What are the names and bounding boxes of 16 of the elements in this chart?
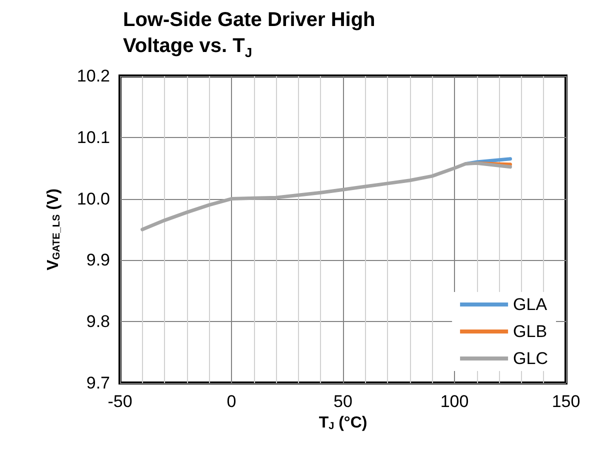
y-tick-label: 10.1 bbox=[76, 128, 110, 147]
y-tick-label: 9.8 bbox=[86, 312, 110, 332]
x-tick-label: -50 bbox=[108, 392, 132, 411]
y-axis-title: VGATE_LS (V) bbox=[44, 188, 62, 270]
legend-label: GLA bbox=[513, 295, 548, 314]
y-tick-label: 9.9 bbox=[86, 250, 110, 270]
legend-label: GLC bbox=[513, 349, 548, 368]
x-tick-label: 50 bbox=[334, 392, 352, 411]
y-tick-label: 10.0 bbox=[76, 189, 110, 208]
x-tick-label: 100 bbox=[440, 392, 469, 411]
line-series bbox=[140, 161, 512, 232]
y-tick-label: 10.2 bbox=[76, 66, 110, 86]
legend-label: GLB bbox=[513, 322, 548, 341]
x-tick-label: 0 bbox=[226, 392, 236, 411]
y-tick-label: 9.7 bbox=[86, 374, 110, 392]
x-tick-label: 150 bbox=[552, 392, 580, 411]
